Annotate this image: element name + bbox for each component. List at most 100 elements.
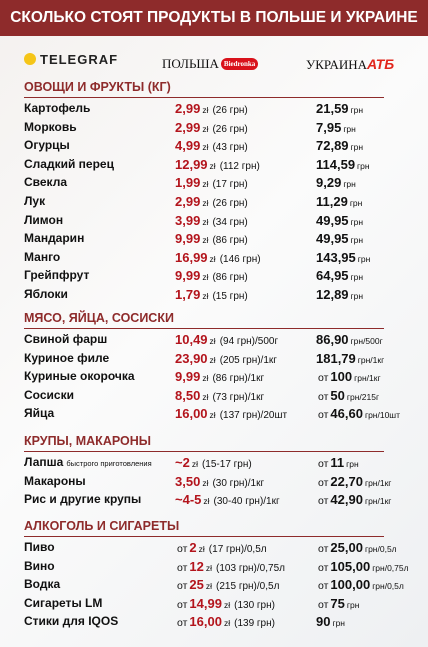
price-num: 12	[189, 558, 204, 574]
pl-price: 3,99 zł (34 грн)	[175, 212, 250, 230]
ua-price: 9,29 грн	[316, 174, 358, 192]
price-pre: от	[318, 495, 329, 508]
price-unit: грн	[350, 291, 364, 301]
price-unit: грн/1кг	[364, 477, 392, 488]
item-name: Морковь	[24, 120, 77, 134]
price-unit: zł	[202, 105, 209, 115]
ua-price: от 25,00 грн/0,5л	[316, 539, 399, 557]
price-unit: zł	[202, 216, 209, 227]
poland-header: ПОЛЬША Biedronka	[162, 56, 259, 72]
ua-price: 64,95 грн	[316, 267, 365, 285]
price-unit: грн	[357, 160, 370, 171]
price-unit: zł	[202, 477, 209, 488]
pl-price: от 25 zł (215 грн)/0,5л	[175, 576, 281, 594]
price-pre: от	[177, 598, 188, 611]
price-unit: грн/1кг	[357, 354, 385, 365]
ua-price: от 22,70 грн/1кг	[316, 473, 393, 491]
title: СКОЛЬКО СТОЯТ ПРОДУКТЫ В ПОЛЬШЕ И УКРАИН…	[0, 0, 428, 36]
price-rest: (205 грн)/1кг	[219, 354, 277, 366]
pl-price: от 14,99 zł (130 грн)	[175, 595, 277, 613]
price-unit: грн/0,5л	[364, 544, 397, 554]
item-label: Лимон	[24, 212, 64, 227]
item-label: Огурцы	[24, 138, 70, 153]
pl-price: от 2 zł (17 грн)/0,5л	[175, 539, 269, 557]
price-unit: грн/0,75л	[372, 562, 409, 573]
item-label: Сигареты LM	[24, 595, 103, 610]
price-unit: грн	[350, 216, 364, 227]
item-label: Куриные окорочка	[24, 369, 135, 384]
price-pre: от	[318, 390, 329, 403]
ua-price: от 50 грн/215г	[316, 387, 381, 405]
item-name: Макароны	[24, 474, 86, 488]
price-num: 12,89	[316, 287, 349, 302]
pl-price: 3,50 zł (30 грн)/1кг	[175, 473, 266, 491]
section-title: КРУПЫ, МАКАРОНЫ	[24, 434, 152, 448]
item-name: Пиво	[24, 540, 55, 554]
pl-price: 2,99 zł (26 грн)	[175, 193, 250, 211]
ukraine-header: УКРАИНААТБ	[306, 56, 394, 73]
pl-price: 4,99 zł (43 грн)	[175, 137, 250, 155]
price-unit: грн	[350, 105, 364, 115]
item-label: Свекла	[24, 175, 68, 190]
price-unit: zł	[209, 354, 216, 365]
item-name: Лапша быстрого приготовления	[24, 455, 152, 469]
item-label: Водка	[24, 577, 61, 592]
pl-price: 12,99 zł (112 грн)	[175, 156, 262, 174]
price-unit: zł	[202, 272, 209, 283]
item-label: Пиво	[24, 540, 55, 554]
price-unit: грн	[346, 599, 360, 610]
pl-price: 16,00 zł (137 грн)/20шт	[175, 405, 289, 423]
price-unit: грн	[349, 198, 363, 208]
pl-price: 16,99 zł (146 грн)	[175, 249, 263, 267]
price-unit: zł	[205, 562, 213, 573]
item-label: Рис и другие крупы	[24, 492, 142, 507]
pl-price: от 16,00 zł (139 грн)	[175, 613, 277, 631]
ua-price: 181,79 грн/1кг	[316, 350, 386, 368]
price-unit: zł	[198, 544, 205, 554]
ua-price: от 100,00 грн/0,5л	[316, 576, 406, 594]
item-label: Лапша	[24, 455, 64, 469]
price-unit: грн/0,5л	[372, 581, 404, 592]
price-num: 64,95	[316, 268, 349, 284]
price-num: 16,00	[189, 614, 222, 630]
pl-price: 8,50 zł (73 грн)/1кг	[175, 387, 266, 405]
price-num: 25	[189, 577, 204, 593]
price-rest: (86 грн)/1кг	[212, 373, 265, 385]
price-rest: (94 грн)/500г	[219, 336, 279, 347]
price-num: 23,90	[175, 350, 208, 366]
item-note: быстрого приготовления	[66, 459, 152, 468]
section-rule	[24, 451, 384, 452]
price-rest: (103 грн)/0,75л	[216, 562, 285, 574]
item-name: Огурцы	[24, 138, 70, 152]
pl-price: 9,99 zł (86 грн)	[175, 230, 250, 248]
price-rest: (30-40 грн)/1кг	[213, 496, 280, 508]
pl-price: 2,99 zł (26 грн)	[175, 119, 250, 137]
item-label: Манго	[24, 249, 61, 264]
price-num: 86,90	[316, 332, 349, 347]
item-name: Грейпфрут	[24, 268, 89, 282]
price-unit: грн	[343, 179, 356, 190]
pl-price: от 12 zł (103 грн)/0,75л	[175, 558, 287, 576]
price-pre: от	[318, 561, 329, 574]
price-rest: (15-17 грн)	[201, 459, 252, 470]
price-num: 181,79	[316, 350, 356, 366]
item-label: Яблоки	[24, 287, 68, 301]
price-num: ~2	[175, 455, 190, 470]
price-pre: от	[318, 580, 329, 593]
price-num: 2,99	[175, 119, 201, 135]
price-unit: zł	[223, 599, 231, 610]
price-pre: от	[177, 543, 188, 555]
section-rule	[24, 536, 384, 537]
price-rest: (137 грн)/20шт	[219, 410, 288, 422]
price-pre: от	[177, 561, 188, 574]
section-rule	[24, 328, 384, 329]
pl-price: 1,99 zł (17 грн)	[175, 174, 250, 192]
ua-price: 72,89 грн	[316, 137, 365, 155]
price-pre: от	[318, 458, 329, 470]
price-num: 4,99	[175, 138, 201, 154]
price-rest: (30 грн)/1кг	[212, 477, 265, 489]
item-name: Куриные окорочка	[24, 369, 135, 383]
ua-price: от 11 грн	[316, 454, 361, 472]
section-title: ОВОЩИ И ФРУКТЫ (КГ)	[24, 80, 171, 94]
